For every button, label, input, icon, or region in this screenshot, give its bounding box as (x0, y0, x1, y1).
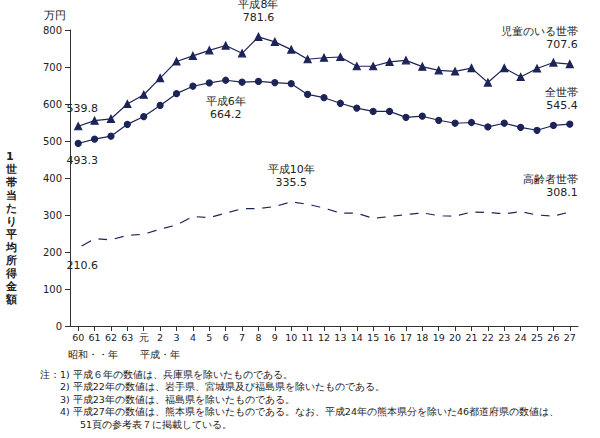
svg-text:元: 元 (139, 332, 149, 343)
svg-text:平成8年: 平成8年 (238, 0, 278, 11)
svg-text:所: 所 (5, 254, 17, 267)
svg-text:20: 20 (449, 332, 461, 343)
svg-text:昭和・・年: 昭和・・年 (68, 349, 118, 360)
svg-text:27: 27 (564, 332, 576, 343)
svg-text:額: 額 (5, 293, 17, 306)
svg-text:5: 5 (206, 332, 212, 343)
svg-text:24: 24 (515, 332, 527, 343)
svg-text:0: 0 (56, 321, 62, 332)
svg-text:500: 500 (43, 136, 62, 147)
svg-text:16: 16 (384, 332, 396, 343)
svg-text:545.4: 545.4 (546, 99, 578, 112)
svg-text:全世帯: 全世帯 (545, 86, 578, 99)
svg-text:り: り (6, 215, 17, 228)
svg-text:51頁の参考表７に掲載している。: 51頁の参考表７に掲載している。 (40, 419, 232, 430)
svg-text:平成10年: 平成10年 (268, 163, 315, 176)
svg-text:万円: 万円 (44, 9, 66, 22)
svg-text:3: 3 (173, 332, 179, 343)
svg-text:7: 7 (239, 332, 245, 343)
svg-text:335.5: 335.5 (275, 176, 307, 189)
svg-text:25: 25 (531, 332, 543, 343)
svg-text:1: 1 (6, 150, 14, 163)
svg-text:均: 均 (5, 241, 17, 254)
svg-text:18: 18 (416, 332, 428, 343)
svg-text:100: 100 (43, 284, 62, 295)
svg-text:19: 19 (433, 332, 445, 343)
svg-text:平: 平 (5, 228, 17, 241)
svg-text:210.6: 210.6 (66, 259, 98, 272)
svg-text:200: 200 (43, 247, 62, 258)
svg-text:世: 世 (5, 163, 17, 176)
svg-text:児童のいる世帯: 児童のいる世帯 (501, 25, 578, 38)
svg-text:11: 11 (302, 332, 314, 343)
svg-text:21: 21 (465, 332, 477, 343)
svg-text:2: 2 (157, 332, 163, 343)
svg-text:26: 26 (547, 332, 559, 343)
svg-text:23: 23 (498, 332, 510, 343)
svg-text:493.3: 493.3 (66, 154, 98, 167)
svg-text:600: 600 (43, 99, 62, 110)
svg-text:13: 13 (334, 332, 346, 343)
svg-text:帯: 帯 (6, 176, 17, 189)
svg-text:4) 平成27年の数値は、熊本県を除いたものである。なお、平: 4) 平成27年の数値は、熊本県を除いたものである。なお、平成24年の熊本県分を… (40, 406, 559, 417)
svg-text:62: 62 (105, 332, 117, 343)
svg-text:当: 当 (6, 189, 17, 202)
svg-text:781.6: 781.6 (243, 11, 275, 24)
svg-text:400: 400 (43, 173, 62, 184)
svg-text:14: 14 (351, 332, 363, 343)
svg-text:6: 6 (223, 332, 229, 343)
svg-text:300: 300 (43, 210, 62, 221)
svg-text:た: た (6, 202, 17, 215)
svg-text:664.2: 664.2 (210, 108, 242, 121)
svg-text:539.8: 539.8 (66, 102, 98, 115)
svg-text:60: 60 (72, 332, 84, 343)
svg-text:700: 700 (43, 62, 62, 73)
svg-text:15: 15 (367, 332, 379, 343)
svg-text:10: 10 (285, 332, 297, 343)
svg-text:得: 得 (5, 267, 17, 280)
svg-text:800: 800 (43, 25, 62, 36)
svg-text:12: 12 (318, 332, 330, 343)
svg-text:8: 8 (255, 332, 261, 343)
svg-text:308.1: 308.1 (546, 186, 578, 199)
svg-text:平成6年: 平成6年 (206, 95, 246, 108)
svg-text:2) 平成22年の数値は、岩手県、宮城県及び福島県を除いたも: 2) 平成22年の数値は、岩手県、宮城県及び福島県を除いたものである。 (40, 381, 385, 392)
svg-text:17: 17 (400, 332, 412, 343)
svg-text:61: 61 (89, 332, 101, 343)
svg-text:3) 平成23年の数値は、福島県を除いたものである。: 3) 平成23年の数値は、福島県を除いたものである。 (40, 394, 295, 405)
svg-text:9: 9 (272, 332, 278, 343)
svg-text:平成・年: 平成・年 (140, 349, 180, 360)
svg-text:4: 4 (190, 332, 196, 343)
svg-text:707.6: 707.6 (546, 38, 578, 51)
svg-text:注：1) 平成６年の数値は、兵庫県を除いたものである。: 注：1) 平成６年の数値は、兵庫県を除いたものである。 (40, 369, 293, 380)
svg-text:22: 22 (482, 332, 494, 343)
svg-text:金: 金 (5, 280, 18, 293)
svg-text:63: 63 (121, 332, 133, 343)
svg-text:高齢者世帯: 高齢者世帯 (523, 173, 578, 186)
